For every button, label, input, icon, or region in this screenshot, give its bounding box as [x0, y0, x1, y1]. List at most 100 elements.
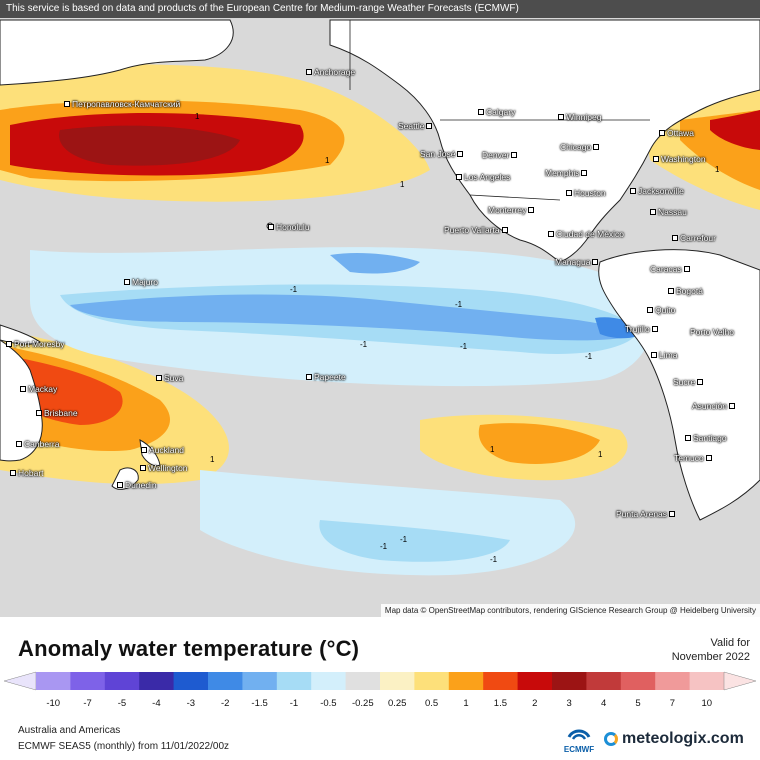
contour-label: 1 [598, 450, 603, 459]
legend-title: Anomaly water temperature (°C) [18, 636, 360, 661]
city-auckland[interactable]: Auckland [141, 445, 184, 455]
city-los-angeles[interactable]: Los Angeles [456, 172, 510, 182]
scale-tick-label: 10 [701, 698, 713, 709]
valid-for: Valid for November 2022 [672, 636, 750, 664]
city-quito[interactable]: Quito [647, 305, 675, 315]
city-asuncion[interactable]: Asunción [692, 401, 735, 411]
contour-label: -1 [400, 535, 408, 544]
city-marker [697, 379, 704, 385]
city-canberra[interactable]: Canberra [16, 439, 59, 449]
scale-tick-label: -1 [289, 698, 299, 709]
meteologix-icon [604, 732, 618, 746]
scale-tick-label: 0.25 [387, 698, 407, 709]
city-monterrey[interactable]: Monterrey [488, 205, 535, 215]
scale-bin [483, 672, 519, 690]
city-marker [456, 174, 462, 180]
city-wellington[interactable]: Wellington [140, 463, 188, 473]
city-bogota[interactable]: Bogotá [668, 286, 703, 296]
city-marker [653, 156, 659, 162]
city-temuco[interactable]: Temuco [674, 453, 712, 463]
city-nassau[interactable]: Nassau [650, 207, 687, 217]
scale-bin [173, 672, 209, 690]
contour-label: -1 [360, 340, 368, 349]
city-marker [117, 482, 123, 488]
city-washington[interactable]: Washington [653, 154, 706, 164]
city-dunedin[interactable]: Dunedin [117, 480, 157, 490]
city-jacksonville[interactable]: Jacksonville [630, 186, 684, 196]
city-santiago[interactable]: Santiago [685, 433, 727, 443]
cool-zone-central [330, 252, 420, 274]
contour-label: 1 [325, 156, 330, 165]
contour-label: 1 [210, 455, 215, 464]
city-marker [651, 326, 658, 332]
city-hobart[interactable]: Hobart [10, 468, 44, 478]
city-sucre[interactable]: Sucre [673, 377, 704, 387]
region-label: Australia and Americas [18, 725, 121, 736]
city-managua[interactable]: Managua [555, 257, 599, 267]
city-chicago[interactable]: Chicago [560, 142, 600, 152]
scale-arrow-left [3, 671, 37, 691]
city-carrefour[interactable]: Carrefour [672, 233, 716, 243]
scale-bin [36, 672, 71, 690]
city-marker [306, 374, 312, 380]
contour-label: -1 [585, 352, 593, 361]
city-marker [140, 465, 146, 471]
city-ottawa[interactable]: Ottawa [659, 128, 694, 138]
city-seattle[interactable]: Seattle [398, 121, 433, 131]
city-marker [501, 227, 508, 233]
city-denver[interactable]: Denver [482, 150, 518, 160]
city-papeete[interactable]: Papeete [306, 372, 346, 382]
city-majuro[interactable]: Majuro [124, 277, 158, 287]
land-australia [0, 339, 43, 462]
city-anchorage[interactable]: Anchorage [306, 67, 355, 77]
city-port-moresby[interactable]: Port Moresby [6, 339, 65, 349]
scale-bin [655, 672, 691, 690]
city-marker [156, 375, 162, 381]
scale-bin [517, 672, 553, 690]
contour-label: -1 [455, 300, 463, 309]
scale-tick-label: -0.5 [320, 698, 337, 709]
city-lima[interactable]: Lima [651, 350, 677, 360]
scale-tick-label: -4 [152, 698, 161, 709]
contour-label: 1 [195, 112, 200, 121]
city-calgary[interactable]: Calgary [478, 107, 515, 117]
scale-tick-label: -5 [117, 698, 127, 709]
city-punta-arenas[interactable]: Punta Arenas [616, 509, 676, 519]
city-suva[interactable]: Suva [156, 373, 183, 383]
scale-tick-label: -1.5 [251, 698, 268, 709]
city-brisbane[interactable]: Brisbane [36, 408, 78, 418]
city-honolulu[interactable]: Honolulu [268, 222, 310, 232]
scale-tick-label: 2 [532, 698, 538, 709]
contour-label: 1 [490, 445, 495, 454]
scale-bin [276, 672, 312, 690]
city-porto-velho[interactable]: Porto Velho [690, 327, 734, 337]
city-san-jose[interactable]: San José [420, 149, 464, 159]
city-marker [457, 151, 464, 157]
city-puerto-vallarta[interactable]: Puerto Vallarta [444, 225, 508, 235]
scale-bin [70, 672, 106, 690]
ecmwf-notice: This service is based on data and produc… [0, 0, 760, 18]
anomaly-map[interactable]: This service is based on data and produc… [0, 0, 760, 617]
city-trujillo[interactable]: Trujillo [625, 324, 658, 334]
city-caracas[interactable]: Caracas [650, 264, 690, 274]
city-marker [306, 69, 312, 75]
city-marker [426, 123, 433, 129]
scale-tick-label: -2 [220, 698, 230, 709]
ecmwf-logo: ECMWF [560, 727, 598, 754]
city-marker [650, 209, 656, 215]
cool-zone-south-core [319, 520, 510, 562]
city-memphis[interactable]: Memphis [545, 168, 588, 178]
city-marker [669, 511, 676, 517]
city-marker [6, 341, 12, 347]
meteologix-logo[interactable]: meteologix.com [604, 730, 744, 748]
city-ciudad-de-mexico[interactable]: Ciudad de México [548, 229, 624, 239]
city-houston[interactable]: Houston [566, 188, 606, 198]
land-north-america [329, 19, 760, 263]
city-marker [581, 170, 588, 176]
scale-tick-label: 3 [566, 698, 572, 709]
city-petropavlovsk[interactable]: Петропавловск-Камчатский [64, 99, 180, 109]
land-new-zealand-north [139, 439, 161, 467]
warm-zone-south-east-core [478, 423, 600, 464]
city-winnipeg[interactable]: Winnipeg [558, 112, 601, 122]
city-mackay[interactable]: Mackay [20, 384, 57, 394]
